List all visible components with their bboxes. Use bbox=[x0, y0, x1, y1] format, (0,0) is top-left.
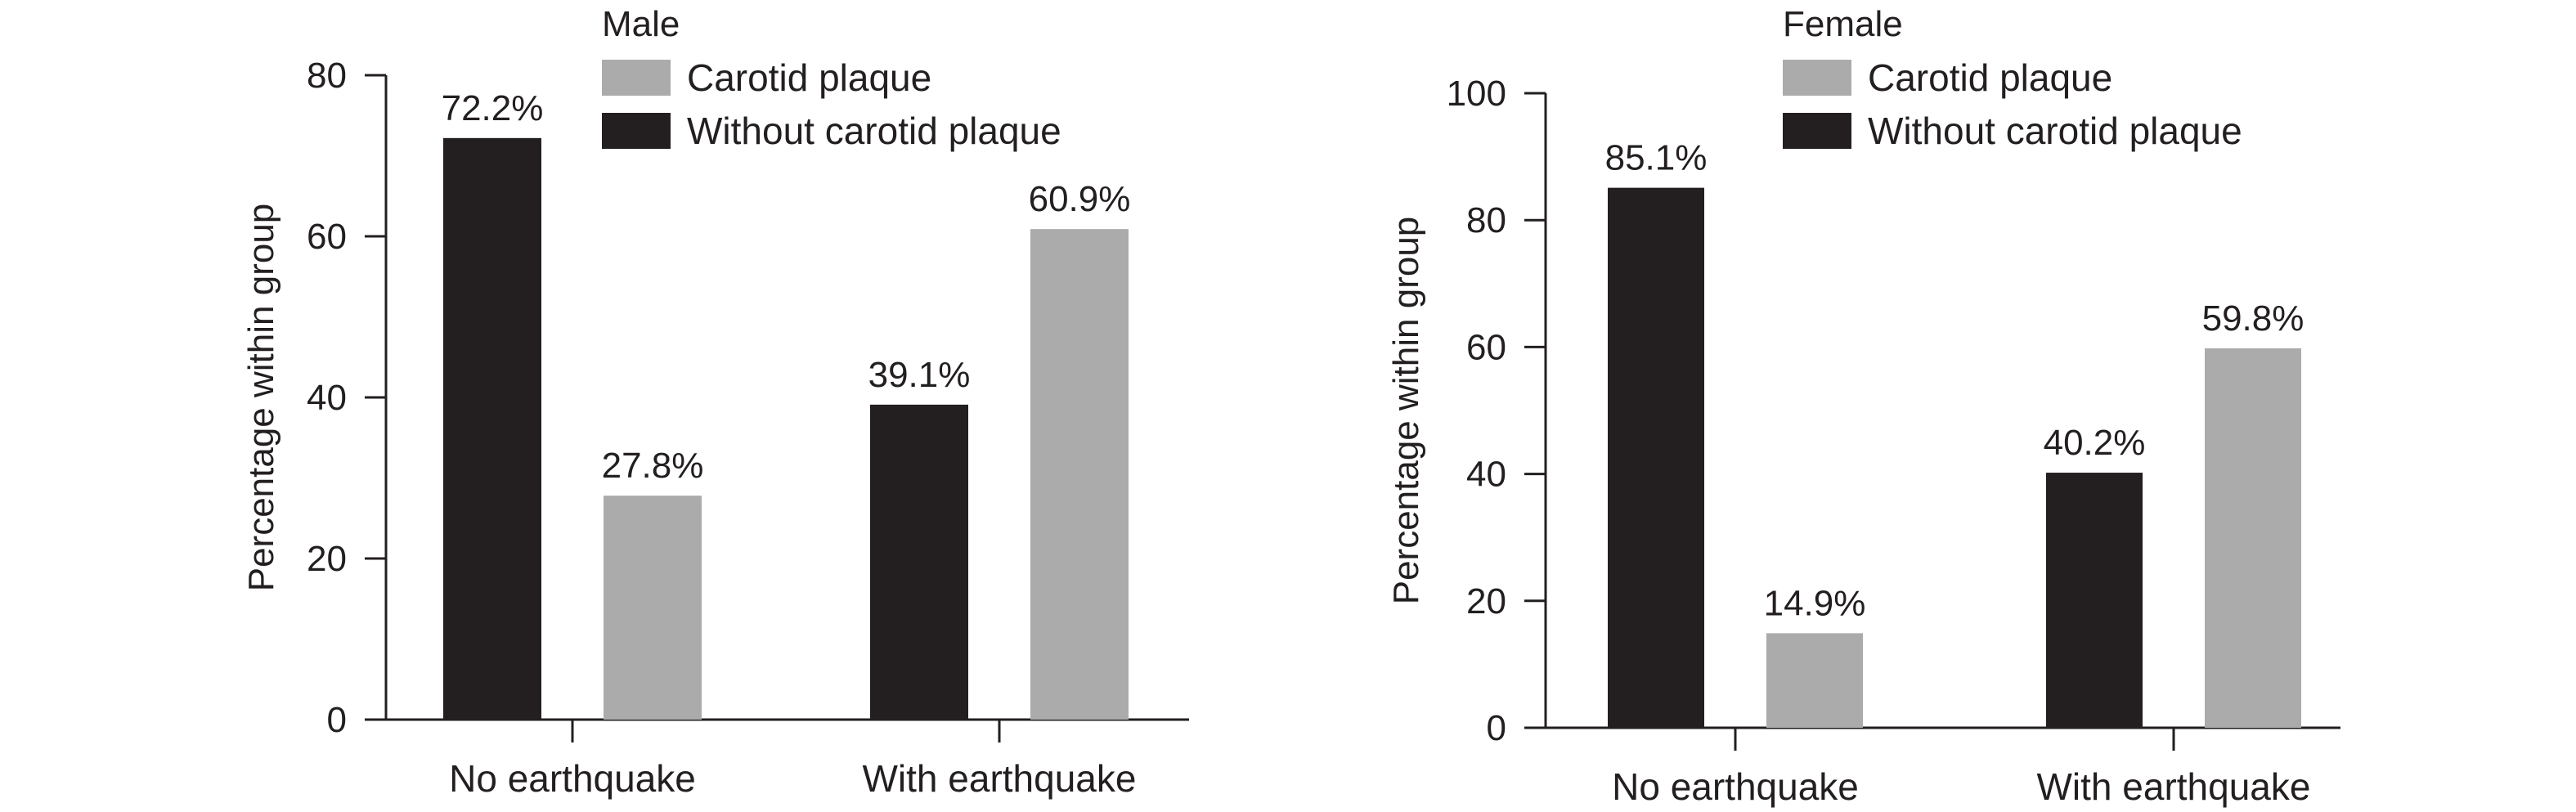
bar-value-label: 40.2% bbox=[2044, 423, 2146, 463]
legend-title: Female bbox=[1783, 4, 1903, 44]
legend-swatch bbox=[602, 113, 671, 149]
bar-value-label: 39.1% bbox=[868, 355, 971, 395]
y-tick-label: 40 bbox=[307, 378, 347, 418]
x-tick-label: No earthquake bbox=[449, 757, 696, 800]
legend-swatch bbox=[1783, 113, 1851, 149]
y-axis-title: Percentage within group bbox=[241, 204, 281, 592]
y-tick-label: 0 bbox=[1487, 708, 1506, 748]
chart-panel-male: 0 20 40 60 80 Percentage within group No earth… bbox=[241, 4, 1189, 800]
y-tick-label: 40 bbox=[1466, 455, 1506, 495]
bar-value-label: 60.9% bbox=[1029, 179, 1131, 219]
y-tick-label: 0 bbox=[327, 700, 347, 740]
bar-value-label: 72.2% bbox=[442, 88, 544, 128]
bar-value-label: 27.8% bbox=[602, 446, 704, 486]
legend-label: Without carotid plaque bbox=[1868, 110, 2242, 152]
bar-without-plaque bbox=[443, 137, 541, 720]
y-tick-label: 60 bbox=[307, 217, 347, 257]
bar-without-plaque bbox=[2046, 473, 2143, 728]
bar-without-plaque bbox=[1608, 187, 1704, 728]
bar-plaque bbox=[1766, 633, 1863, 728]
y-tick-label: 60 bbox=[1466, 327, 1506, 367]
bar-value-label: 85.1% bbox=[1605, 138, 1708, 178]
y-axis-title: Percentage within group bbox=[1386, 217, 1426, 605]
bar-value-label: 14.9% bbox=[1764, 583, 1866, 623]
legend-title: Male bbox=[602, 4, 680, 44]
x-tick-label: No earthquake bbox=[1612, 765, 1859, 808]
chart-panel-female: 0 20 40 60 80 100 Percentage within group No ea… bbox=[1386, 4, 2340, 808]
bar-plaque bbox=[604, 496, 702, 720]
legend-swatch bbox=[602, 60, 671, 96]
y-tick-label: 20 bbox=[307, 539, 347, 579]
y-tick-label: 100 bbox=[1447, 74, 1506, 114]
y-tick-label: 80 bbox=[307, 56, 347, 96]
y-tick-label: 80 bbox=[1466, 200, 1506, 240]
legend-swatch bbox=[1783, 60, 1851, 96]
bar-without-plaque bbox=[870, 404, 968, 720]
x-tick-label: With earthquake bbox=[863, 757, 1137, 800]
legend-label: Carotid plaque bbox=[687, 56, 931, 99]
bar-value-label: 59.8% bbox=[2202, 298, 2304, 339]
bar-plaque bbox=[2205, 348, 2301, 728]
legend-label: Carotid plaque bbox=[1868, 56, 2112, 99]
legend-label: Without carotid plaque bbox=[687, 110, 1061, 152]
x-tick-label: With earthquake bbox=[2037, 765, 2311, 808]
y-tick-label: 20 bbox=[1466, 581, 1506, 621]
bar-plaque bbox=[1030, 229, 1129, 720]
